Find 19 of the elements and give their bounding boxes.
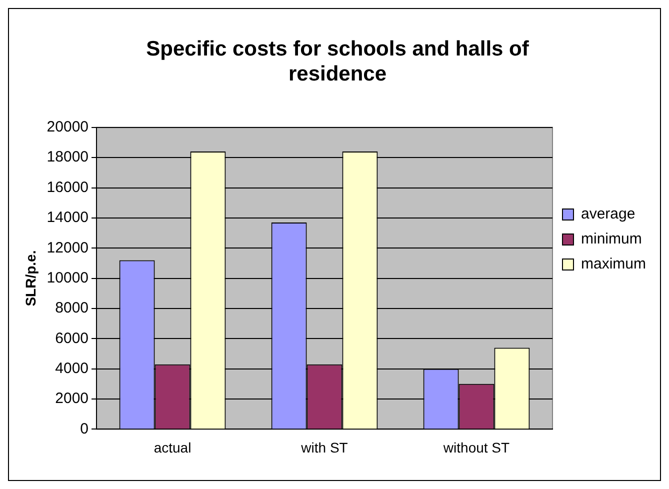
legend-label: average: [581, 206, 636, 223]
y-tick-label: 0: [80, 420, 89, 438]
y-tick-label: 6000: [55, 330, 89, 347]
y-tick-label: 8000: [55, 300, 89, 317]
legend-label: minimum: [581, 230, 642, 248]
x-tick-label: without ST: [442, 439, 510, 456]
y-tick-label: 16000: [46, 178, 89, 196]
y-axis-title: SLR/p.e.: [22, 250, 38, 306]
y-tick-label: 20000: [46, 118, 89, 136]
legend-label: maximum: [581, 256, 646, 273]
y-tick-label: 2000: [55, 390, 89, 408]
x-tick-label: actual: [154, 439, 192, 456]
y-tick-label: 10000: [46, 269, 89, 286]
y-tick-label: 18000: [46, 148, 89, 166]
y-tick-label: 4000: [55, 360, 89, 377]
x-tick-label: with ST: [300, 439, 348, 456]
y-tick-label: 12000: [46, 239, 89, 256]
chart-title: Specific costs for schools and halls of residence: [146, 37, 530, 86]
y-tick-label: 14000: [46, 209, 89, 226]
